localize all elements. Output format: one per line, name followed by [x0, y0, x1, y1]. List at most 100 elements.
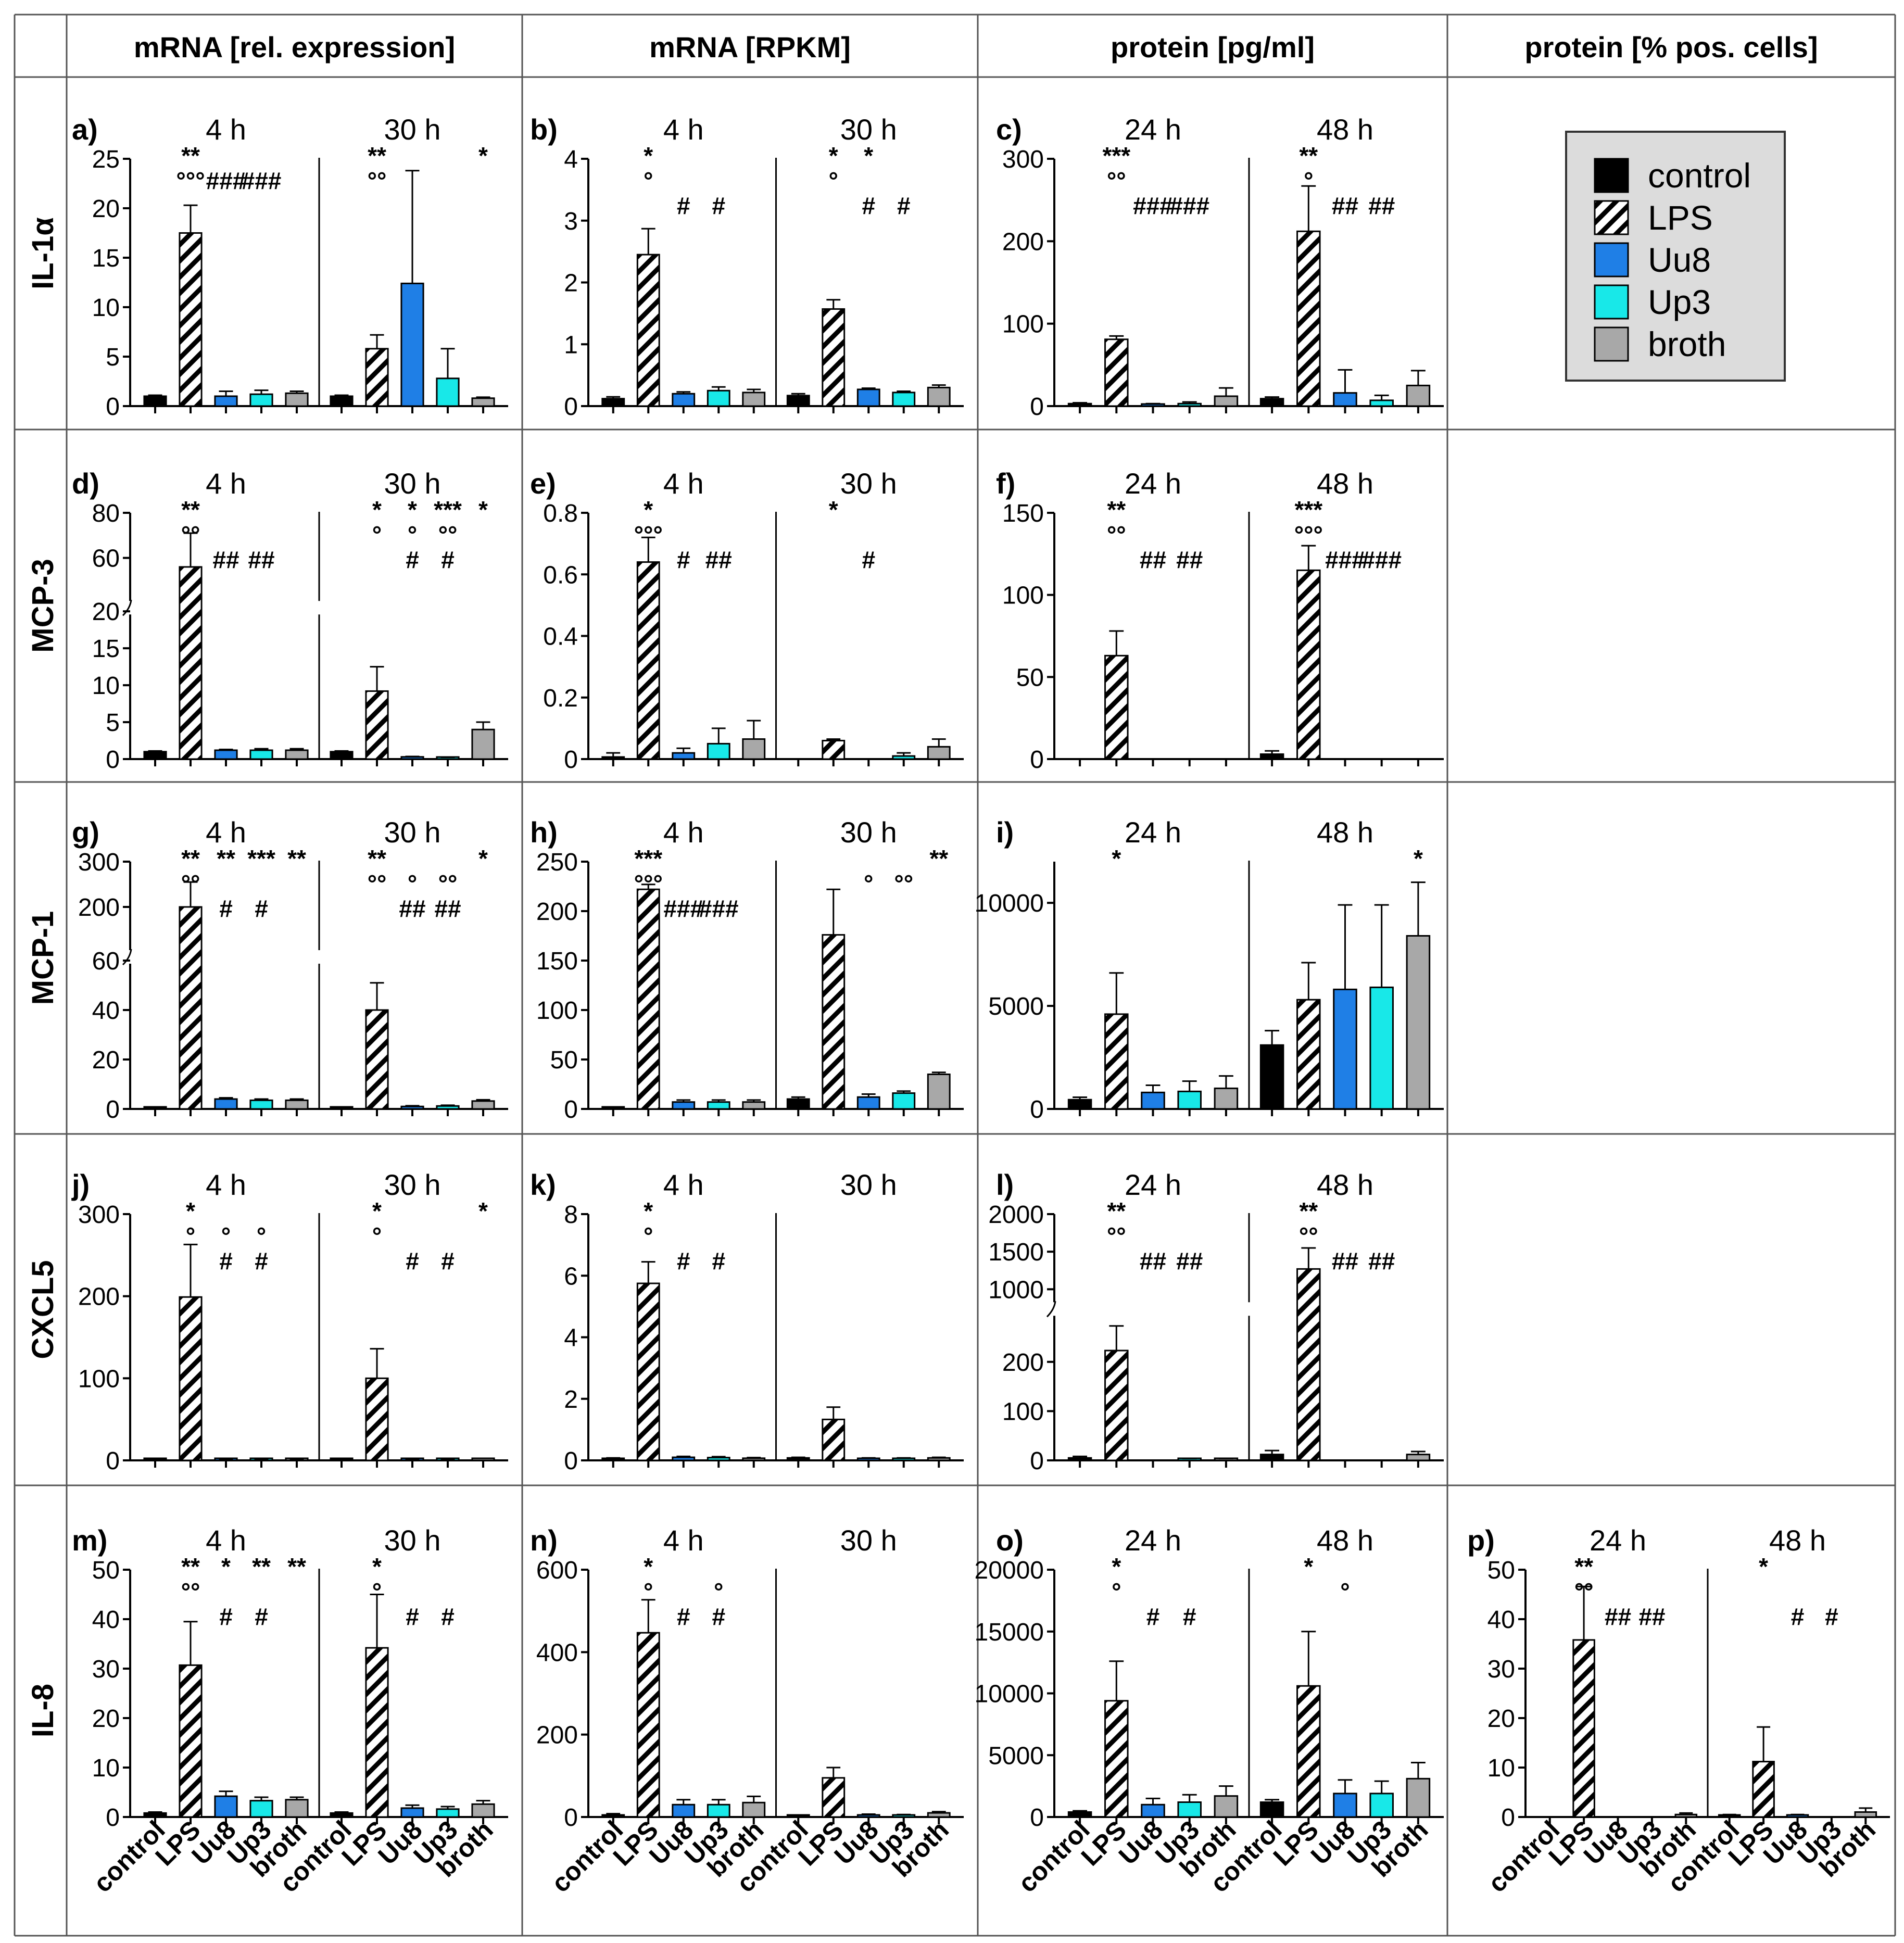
row-label: MCP-1 [26, 911, 60, 1005]
group-title: 30 h [840, 467, 897, 500]
bar-LPS [365, 1009, 389, 1110]
significance-mark: ° [257, 1222, 266, 1250]
y-tick-label: 250 [536, 849, 578, 876]
significance-mark: * [478, 496, 488, 523]
y-tick-label: 1500 [988, 1239, 1044, 1266]
y-tick-label: 0 [564, 1447, 578, 1475]
significance-mark: ## [1332, 1247, 1358, 1275]
y-tick-label: 100 [78, 1365, 120, 1393]
significance-mark: # [441, 1247, 455, 1275]
panel-label: e) [530, 467, 556, 500]
bar-Uu8 [672, 1101, 696, 1110]
y-tick-label: 50 [550, 1046, 578, 1074]
axis-break-mark [122, 949, 132, 966]
y-tick-label: 8 [564, 1201, 578, 1229]
y-tick-label: 4 [564, 1324, 578, 1352]
legend-label: broth [1648, 325, 1726, 363]
bar-Uu8 [672, 752, 696, 760]
bar-Uu8 [400, 282, 424, 407]
significance-mark: °°° [634, 870, 663, 897]
significance-mark: °° [181, 870, 200, 897]
significance-mark: ** [181, 1553, 200, 1580]
bar-Up3 [249, 393, 273, 407]
significance-mark: # [1791, 1603, 1805, 1630]
significance-mark: ### [663, 895, 703, 922]
y-tick-label: 40 [1487, 1606, 1515, 1634]
bar-broth [285, 749, 309, 760]
bar-Uu8 [672, 1803, 696, 1818]
y-tick-label: 0.8 [543, 500, 578, 527]
y-tick-label: 60 [92, 948, 120, 975]
y-tick-label: 0 [564, 1096, 578, 1124]
y-tick-label: 3 [564, 208, 578, 235]
bar-LPS [1296, 1685, 1321, 1818]
row-label: CXCL5 [26, 1260, 60, 1359]
group-title: 4 h [206, 816, 246, 849]
significance-mark: ° [1340, 1578, 1350, 1605]
bar-LPS [636, 1282, 660, 1461]
bar-LPS [1296, 569, 1321, 760]
significance-mark: ** [1299, 1197, 1318, 1225]
bar-LPS [822, 1777, 846, 1818]
bar-Up3 [707, 1457, 730, 1461]
significance-mark: ° [372, 521, 382, 548]
y-tick-label: 4 [564, 146, 578, 173]
bar-LPS [1104, 338, 1129, 407]
axis-break-mark [1046, 1301, 1056, 1318]
bar-broth [1214, 1087, 1239, 1110]
significance-mark: # [712, 1247, 725, 1275]
bar-LPS [365, 1647, 389, 1818]
column-header: protein [% pos. cells] [1524, 31, 1818, 64]
y-tick-label: 40 [92, 1606, 120, 1634]
significance-mark: * [829, 496, 838, 523]
significance-mark: # [219, 1603, 233, 1630]
bar-control [786, 1457, 810, 1461]
significance-mark: # [712, 1603, 725, 1630]
significance-mark: *** [634, 845, 662, 872]
significance-mark: ** [217, 845, 235, 872]
y-tick-label: 0 [106, 746, 120, 774]
y-tick-label: 2 [564, 1386, 578, 1414]
significance-mark: ** [1574, 1553, 1593, 1580]
bar-LPS [365, 348, 389, 407]
column-headers: mRNA [rel. expression] mRNA [RPKM] protein… [134, 31, 1818, 64]
significance-mark: * [1304, 1553, 1313, 1580]
y-tick-label: 1000 [988, 1276, 1044, 1304]
significance-mark: ° [864, 870, 873, 897]
significance-mark: °° [368, 167, 387, 194]
y-tick-label: 1 [564, 331, 578, 359]
bar-LPS [1572, 1639, 1595, 1818]
significance-mark: * [1759, 1553, 1768, 1580]
bar-Uu8 [214, 749, 238, 760]
bar-control [1259, 753, 1284, 760]
y-tick-label: 0 [564, 393, 578, 421]
significance-mark: ° [372, 1222, 382, 1250]
group-title: 30 h [384, 113, 441, 146]
group-title: 48 h [1317, 1168, 1373, 1201]
y-tick-label: 20 [92, 195, 120, 223]
significance-mark: °° [368, 870, 387, 897]
bar-Uu8 [1333, 392, 1357, 407]
significance-mark: ## [1140, 1247, 1166, 1275]
legend-label: Uu8 [1648, 241, 1711, 279]
y-tick-label: 50 [1487, 1557, 1515, 1584]
row-label: IL-1α [26, 217, 60, 289]
significance-mark: # [255, 1603, 268, 1630]
bar-Uu8 [672, 393, 696, 407]
y-tick-label: 200 [536, 898, 578, 926]
bar-broth [927, 1812, 951, 1818]
significance-mark: ### [1361, 546, 1402, 573]
y-tick-label: 5000 [988, 1742, 1044, 1770]
significance-mark: ### [1133, 192, 1173, 219]
panel-label: p) [1467, 1524, 1495, 1557]
significance-mark: * [478, 142, 488, 169]
panel-label: m) [72, 1524, 107, 1557]
bar-LPS [1296, 230, 1321, 407]
bar-broth [742, 1457, 766, 1461]
